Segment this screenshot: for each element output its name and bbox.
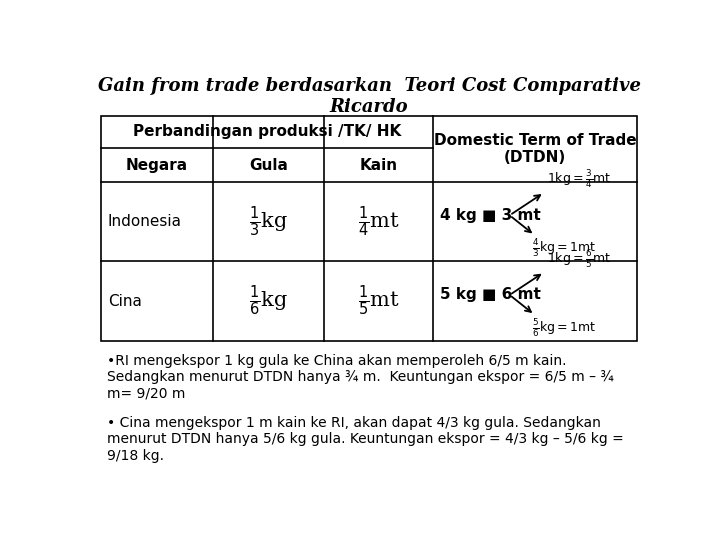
Text: Kain: Kain: [360, 158, 398, 172]
Text: •RI mengekspor 1 kg gula ke China akan memperoleh 6/5 m kain.
Sedangkan menurut : •RI mengekspor 1 kg gula ke China akan m…: [107, 354, 613, 400]
Text: $\frac{5}{6}\mathrm{kg} = 1\mathrm{mt}$: $\frac{5}{6}\mathrm{kg} = 1\mathrm{mt}$: [532, 317, 596, 339]
Text: $1\mathrm{kg} = \frac{6}{5}\mathrm{mt}$: $1\mathrm{kg} = \frac{6}{5}\mathrm{mt}$: [547, 248, 611, 270]
Text: • Cina mengekspor 1 m kain ke RI, akan dapat 4/3 kg gula. Sedangkan
menurut DTDN: • Cina mengekspor 1 m kain ke RI, akan d…: [107, 416, 624, 463]
Text: Cina: Cina: [108, 294, 142, 309]
Text: $1\mathrm{kg} = \frac{3}{4}\mathrm{mt}$: $1\mathrm{kg} = \frac{3}{4}\mathrm{mt}$: [547, 168, 611, 191]
Text: $\frac{1}{5}$mt: $\frac{1}{5}$mt: [358, 284, 400, 319]
Text: Domestic Term of Trade
(DTDN): Domestic Term of Trade (DTDN): [433, 133, 636, 165]
Text: $\frac{1}{4}$mt: $\frac{1}{4}$mt: [358, 204, 400, 239]
Text: $\frac{1}{3}$kg: $\frac{1}{3}$kg: [249, 204, 288, 239]
Text: Indonesia: Indonesia: [108, 214, 182, 229]
Text: $\frac{4}{3}\mathrm{kg} = 1\mathrm{mt}$: $\frac{4}{3}\mathrm{kg} = 1\mathrm{mt}$: [532, 238, 596, 259]
Text: Negara: Negara: [126, 158, 188, 172]
Text: 5 kg ■ 6 mt: 5 kg ■ 6 mt: [440, 287, 541, 302]
Text: 4 kg ■ 3 mt: 4 kg ■ 3 mt: [440, 208, 541, 223]
Text: Perbandingan produksi /TK/ HK: Perbandingan produksi /TK/ HK: [133, 124, 401, 139]
Text: Gula: Gula: [249, 158, 288, 172]
Text: $\frac{1}{6}$kg: $\frac{1}{6}$kg: [249, 284, 288, 319]
Text: Gain from trade berdasarkan  Teori Cost Comparative
Ricardo: Gain from trade berdasarkan Teori Cost C…: [97, 77, 641, 116]
